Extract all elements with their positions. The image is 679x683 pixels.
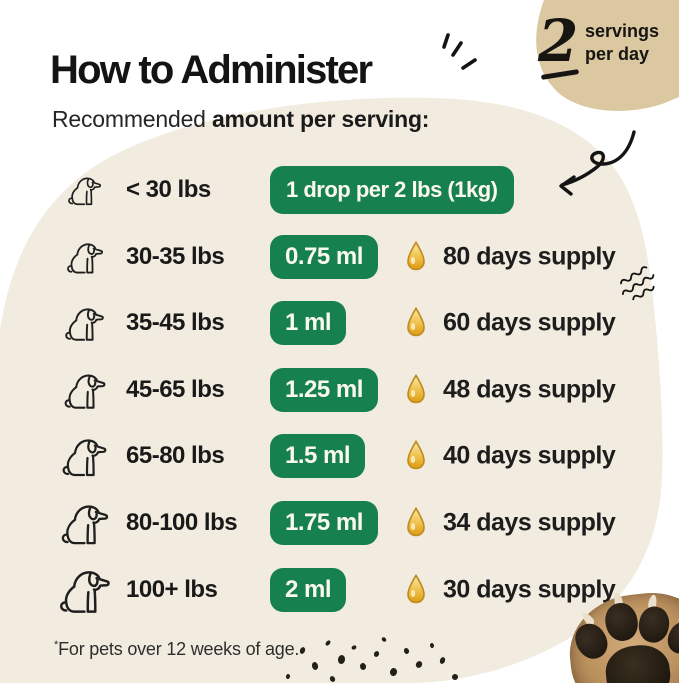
dose-row: < 30 lbs 1 drop per 2 lbs (1kg) (0, 156, 679, 223)
dose-badge-cell: 1.5 ml (270, 433, 366, 478)
footnote-text: For pets over 12 weeks of age. (58, 639, 300, 659)
days-supply: 80 days supply (443, 242, 616, 270)
servings-count: 2 (538, 7, 579, 75)
oil-drop-icon (402, 307, 430, 339)
dose-badge: 1.5 ml (270, 433, 366, 478)
curved-arrow-icon (559, 130, 636, 196)
weight-range: 45-65 lbs (126, 375, 225, 403)
dog-icon (50, 499, 120, 546)
dog-icon (50, 303, 120, 342)
dose-badge-cell: 1 ml (270, 300, 347, 345)
tan-corner-blob (536, 0, 679, 111)
dog-icon (50, 173, 120, 206)
dose-badge: 1.25 ml (270, 367, 378, 412)
dose-badge: 1 drop per 2 lbs (1kg) (270, 165, 514, 214)
servings-label-line2: per day (585, 44, 650, 64)
oil-drop-icon (402, 507, 430, 539)
dog-icon (50, 565, 120, 615)
dose-badge: 2 ml (270, 567, 347, 612)
weight-range: < 30 lbs (126, 175, 211, 203)
dose-badge-cell: 2 ml (270, 567, 347, 612)
oil-drop-icon (402, 241, 430, 273)
subtitle-bold: amount per serving: (211, 106, 430, 132)
weight-range: 65-80 lbs (126, 441, 225, 469)
subtitle-regular: Recommended (52, 106, 212, 132)
weight-range: 35-45 lbs (126, 308, 225, 336)
speck (452, 674, 458, 680)
dog-icon (50, 434, 120, 478)
dog-paw-photo (564, 587, 679, 683)
dose-badge-cell: 1.75 ml (270, 500, 378, 545)
days-supply: 34 days supply (443, 508, 616, 536)
days-supply: 30 days supply (443, 575, 616, 603)
dog-icon (50, 239, 120, 275)
oil-drop-icon (402, 574, 430, 606)
dog-icon (50, 369, 120, 410)
dose-badge-cell: 1.25 ml (270, 367, 378, 412)
dose-badge: 0.75 ml (270, 234, 378, 279)
days-supply: 60 days supply (443, 308, 616, 336)
dose-badge: 1 ml (270, 300, 347, 345)
weight-range: 100+ lbs (126, 575, 218, 603)
dose-row: 45-65 lbs 1.25 ml 48 days supply (0, 356, 679, 423)
subtitle: Recommended amount per serving: (52, 106, 429, 133)
dose-row: 65-80 lbs 1.5 ml 40 days supply (0, 422, 679, 489)
footnote-asterisk: * (54, 639, 59, 651)
dose-row: 80-100 lbs 1.75 ml 34 days supply (0, 489, 679, 556)
oil-drop-icon (402, 440, 430, 472)
servings-label-line1: servings (585, 21, 660, 41)
dose-badge: 1.75 ml (270, 500, 378, 545)
squiggle-strokes-icon (620, 266, 655, 301)
weight-range: 30-35 lbs (126, 242, 225, 270)
dose-row: 100+ lbs 2 ml 30 days supply (0, 556, 679, 623)
footnote: *For pets over 12 weeks of age. (54, 639, 299, 660)
dose-row: 35-45 lbs 1 ml 60 days supply (0, 289, 679, 356)
sparkle-strokes-icon (442, 33, 477, 70)
dose-row: 30-35 lbs 0.75 ml 80 days supply (0, 223, 679, 290)
dose-badge-cell: 1 drop per 2 lbs (1kg) (270, 165, 514, 214)
page-title: How to Administer (50, 48, 373, 92)
oil-drop-icon (402, 374, 430, 406)
weight-range: 80-100 lbs (126, 508, 238, 536)
days-supply: 48 days supply (443, 375, 616, 403)
dose-badge-cell: 0.75 ml (270, 234, 378, 279)
days-supply: 40 days supply (443, 441, 616, 469)
